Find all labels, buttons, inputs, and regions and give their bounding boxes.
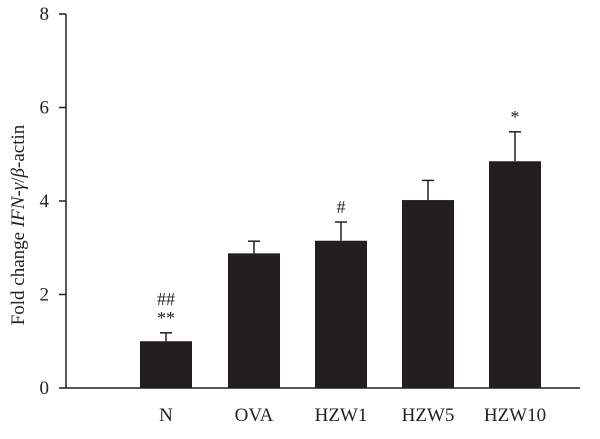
- bar: [402, 200, 454, 388]
- y-axis-label: Fold change IFN-γ/β-actin: [8, 124, 29, 325]
- y-tick-label: 0: [40, 378, 50, 399]
- x-tick-label: HZW1: [315, 405, 368, 426]
- bars: [140, 131, 541, 388]
- y-tick-label: 2: [40, 285, 50, 306]
- bar: [140, 341, 192, 388]
- y-tick-label: 4: [40, 191, 50, 212]
- significance-annotation: *: [511, 107, 520, 127]
- labels: N **## OVA HZW1 # HZW5 HZW10 *: [157, 107, 546, 426]
- significance-annotation: #: [337, 197, 346, 217]
- significance-annotation: ##: [157, 289, 175, 309]
- x-tick-label: HZW5: [402, 405, 455, 426]
- y-tick-label: 6: [40, 98, 50, 119]
- x-tick-label: OVA: [235, 405, 274, 426]
- bar: [489, 161, 541, 388]
- bar: [228, 253, 280, 388]
- x-tick-label: N: [159, 405, 173, 426]
- x-tick-label: HZW10: [484, 405, 546, 426]
- bar: [315, 240, 367, 388]
- y-tick-label: 8: [40, 4, 50, 25]
- significance-annotation: **: [157, 308, 175, 328]
